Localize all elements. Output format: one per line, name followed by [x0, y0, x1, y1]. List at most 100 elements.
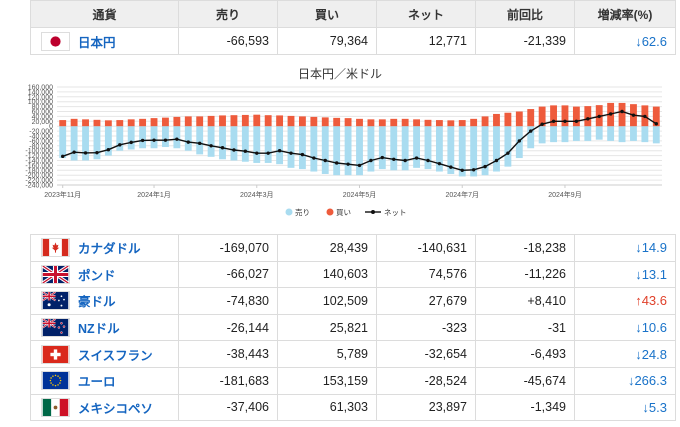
- buy-bar: [561, 105, 569, 127]
- legend-sell-marker: [285, 208, 293, 216]
- buy-bar: [321, 117, 329, 127]
- rate-value: ↓14.9: [574, 234, 676, 262]
- x-tick-label: 2024年7月: [446, 190, 479, 199]
- net-point: [426, 158, 430, 163]
- legend-net-label: ネット: [384, 208, 407, 217]
- buy-bar: [458, 120, 466, 127]
- sell-value: -181,683: [178, 366, 278, 395]
- net-point: [255, 151, 259, 155]
- sell-bar: [527, 126, 535, 149]
- header-buy: 買い: [277, 0, 377, 28]
- sell-bar: [219, 126, 226, 160]
- buy-bar: [127, 119, 135, 127]
- header-currency: 通貨: [30, 0, 179, 28]
- currency-link[interactable]: ユーロ: [78, 375, 116, 390]
- sell-bar: [630, 126, 637, 141]
- buy-bar: [435, 120, 443, 127]
- net-point: [586, 117, 590, 121]
- buy-bar: [287, 115, 295, 127]
- y-tick-label: 140,000: [28, 89, 53, 96]
- buy-bar: [652, 106, 660, 127]
- rate-value: ↓266.3: [574, 366, 676, 395]
- x-tick-label: 2024年5月: [343, 190, 376, 199]
- sell-bar: [241, 126, 249, 162]
- y-tick-label: -160,000: [25, 163, 53, 170]
- buy-bar: [527, 109, 535, 127]
- buy-bar: [219, 115, 226, 127]
- prev-value: -6,493: [475, 340, 575, 368]
- net-point: [574, 119, 579, 124]
- currency-cell: 豪ドル: [30, 287, 179, 315]
- prev-value: -18,238: [475, 234, 575, 262]
- sell-bar: [538, 126, 546, 144]
- net-point: [197, 141, 202, 146]
- net-value: -32,654: [376, 340, 476, 368]
- buy-bar: [447, 120, 455, 127]
- table-row: ポンド -66,027 140,603 74,576 -11,226 ↓13.1: [30, 260, 676, 289]
- currency-cell: メキシコペソ: [30, 393, 179, 422]
- buy-value: 28,439: [277, 234, 377, 262]
- y-tick-label: 0: [49, 124, 53, 131]
- sell-bar: [435, 126, 443, 172]
- net-value: 23,897: [376, 393, 476, 422]
- net-point: [563, 119, 567, 124]
- sell-bar: [572, 126, 580, 141]
- buy-bar: [162, 117, 169, 127]
- net-value: 74,576: [376, 260, 476, 289]
- currency-link[interactable]: ポンド: [78, 268, 116, 283]
- flag-new-zealand-icon: [41, 318, 70, 338]
- sell-bar: [618, 126, 626, 143]
- buy-bar: [116, 120, 124, 127]
- sell-value: -26,144: [178, 313, 278, 342]
- sell-bar: [401, 126, 409, 171]
- sell-bar: [595, 126, 603, 140]
- sell-bar: [59, 126, 67, 159]
- rate-value: ↓5.3: [574, 393, 676, 422]
- buy-value: 5,789: [277, 340, 377, 368]
- buy-bar: [550, 105, 557, 127]
- currency-link[interactable]: メキシコペソ: [78, 401, 154, 416]
- net-point: [643, 114, 647, 119]
- y-tick-label: 100,000: [28, 99, 53, 106]
- sell-bar: [287, 126, 295, 168]
- sell-bar: [652, 126, 660, 144]
- buy-bar: [390, 118, 398, 127]
- currency-link[interactable]: カナダドル: [78, 242, 141, 257]
- sell-bar: [253, 126, 261, 163]
- buy-bar: [150, 118, 158, 127]
- sell-bar: [104, 126, 112, 156]
- net-point: [140, 138, 145, 143]
- currency-link[interactable]: スイスフラン: [78, 348, 153, 363]
- net-point: [631, 113, 636, 117]
- net-point: [414, 156, 419, 160]
- currency-link[interactable]: 豪ドル: [78, 295, 116, 310]
- flag-switzerland-icon: [41, 344, 70, 364]
- buy-bar: [356, 118, 363, 127]
- sell-bar: [310, 126, 318, 172]
- net-point: [300, 152, 305, 157]
- net-value: -140,631: [376, 234, 476, 262]
- header-sell: 売り: [178, 0, 278, 28]
- net-value: 12,771: [376, 27, 476, 55]
- net-point: [334, 161, 339, 165]
- legend-buy-marker: [326, 208, 334, 216]
- currency-link[interactable]: 日本円: [78, 35, 116, 50]
- table-header-row: 通貨 売り 買い ネット 前回比 増減率(%): [30, 0, 676, 28]
- net-point: [220, 146, 225, 150]
- sell-bar: [150, 126, 158, 149]
- buy-bar: [493, 113, 500, 127]
- net-point: [346, 162, 350, 166]
- sell-bar: [93, 126, 101, 160]
- y-tick-label: -100,000: [25, 148, 53, 155]
- currency-link[interactable]: NZドル: [78, 322, 120, 337]
- buy-bar: [504, 112, 512, 127]
- buy-bar: [367, 119, 375, 127]
- y-tick-label: -120,000: [25, 153, 53, 160]
- sell-bar: [447, 126, 455, 174]
- net-point: [289, 151, 293, 155]
- prev-value: -45,674: [475, 366, 575, 395]
- currency-cell: NZドル: [30, 313, 179, 342]
- table-row: スイスフラン -38,443 5,789 -32,654 -6,493 ↓24.8: [30, 340, 676, 368]
- rate-value: ↓62.6: [574, 27, 676, 55]
- buy-bar: [93, 119, 101, 127]
